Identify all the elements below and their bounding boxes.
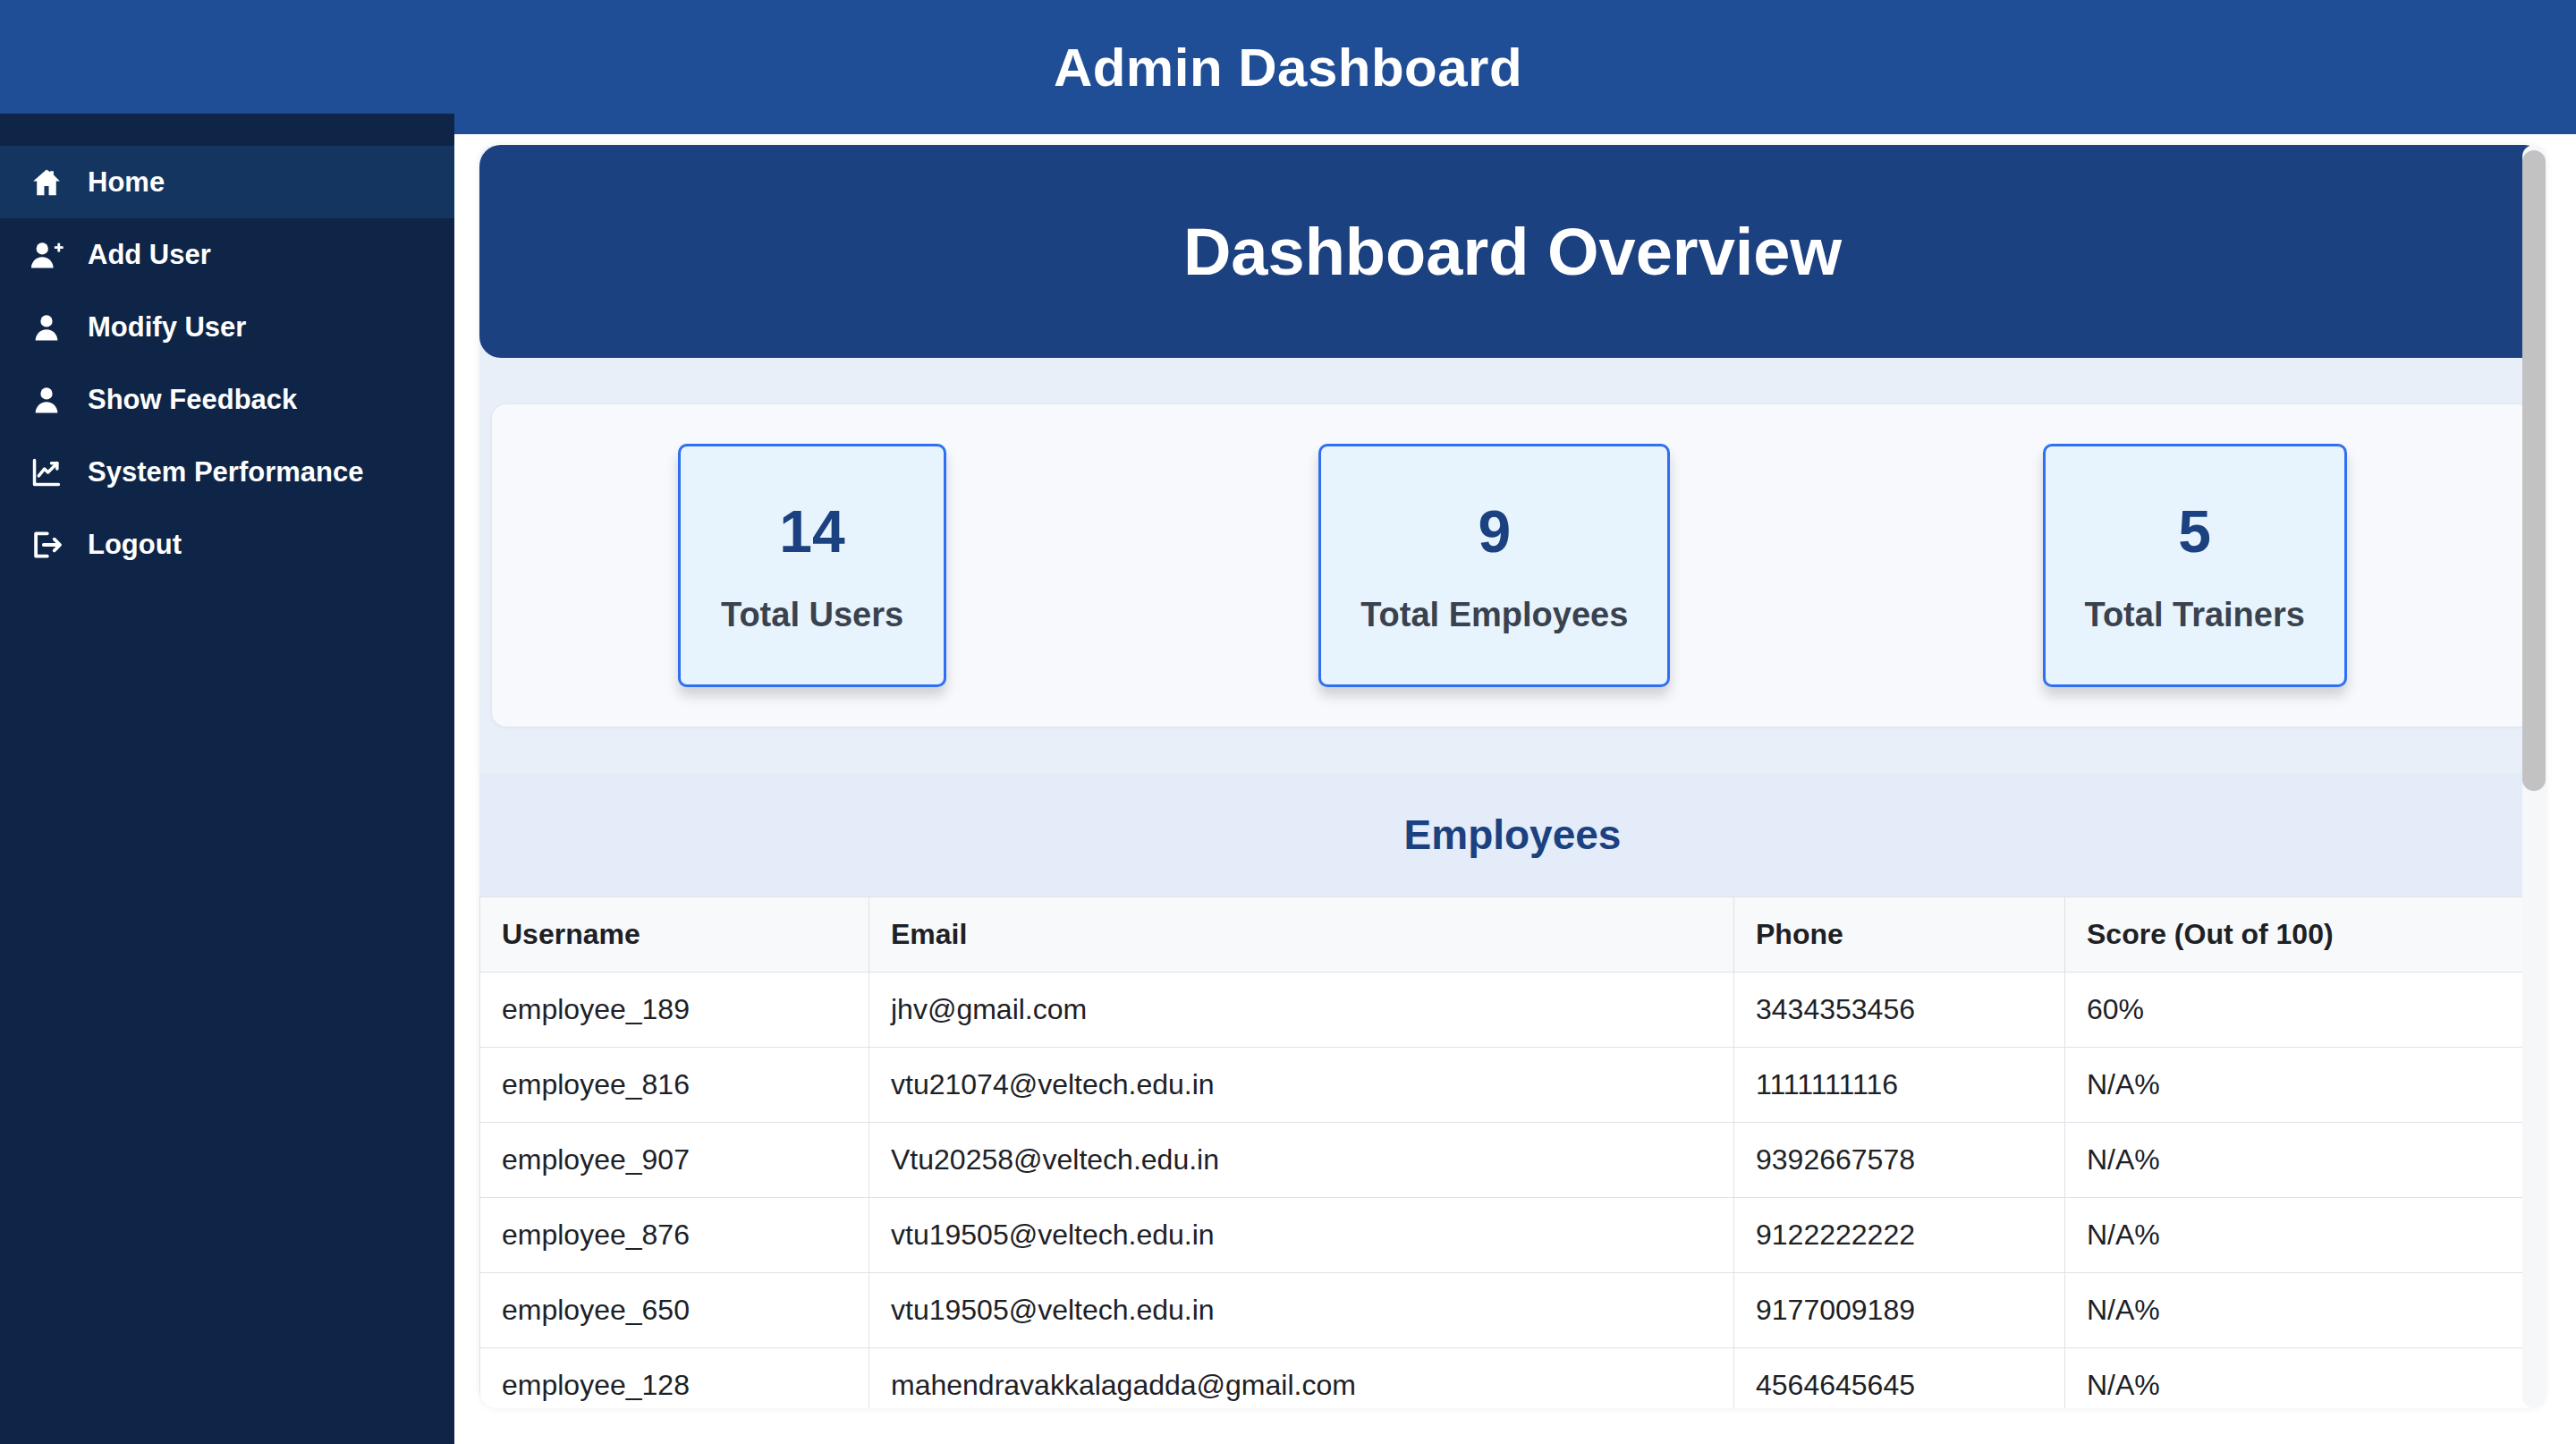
table-row: employee_876 vtu19505@veltech.edu.in 912… (480, 1198, 2546, 1273)
stat-value: 5 (2178, 497, 2211, 565)
stat-value: 14 (779, 497, 844, 565)
scrollbar-track[interactable] (2522, 145, 2546, 1408)
sidebar-item-label: Add User (88, 239, 211, 271)
sidebar-item-label: Modify User (88, 311, 246, 344)
user-icon (29, 310, 64, 345)
main-content: Dashboard Overview 14 Total Users 9 Tota… (479, 145, 2546, 1408)
cell-email: Vtu20258@veltech.edu.in (869, 1123, 1734, 1198)
cell-email: vtu19505@veltech.edu.in (869, 1273, 1734, 1348)
cell-score: N/A% (2065, 1273, 2546, 1348)
employees-table: Username Email Phone Score (Out of 100) … (479, 896, 2546, 1408)
home-icon (29, 165, 64, 200)
cell-phone: 9392667578 (1734, 1123, 2065, 1198)
stat-total-employees: 9 Total Employees (1318, 444, 1670, 687)
table-row: employee_189 jhv@gmail.com 3434353456 60… (480, 973, 2546, 1048)
sidebar-item-add-user[interactable]: Add User (0, 218, 454, 291)
sidebar-item-label: System Performance (88, 456, 363, 488)
logout-icon (29, 527, 64, 563)
cell-score: 60% (2065, 973, 2546, 1048)
employees-title: Employees (1404, 811, 1622, 859)
cell-phone: 4564645645 (1734, 1348, 2065, 1409)
cell-email: jhv@gmail.com (869, 973, 1734, 1048)
page-title: Admin Dashboard (1054, 37, 1522, 98)
performance-chart-icon (29, 454, 64, 490)
sidebar-item-label: Home (88, 166, 165, 199)
cell-email: mahendravakkalagadda@gmail.com (869, 1348, 1734, 1409)
stat-total-trainers: 5 Total Trainers (2043, 444, 2347, 687)
column-header-phone: Phone (1734, 897, 2065, 973)
cell-score: N/A% (2065, 1048, 2546, 1123)
cell-phone: 9177009189 (1734, 1273, 2065, 1348)
user-icon (29, 382, 64, 418)
sidebar: Home Add User Modify User Show Feedback … (0, 114, 454, 1444)
sidebar-item-system-performance[interactable]: System Performance (0, 436, 454, 508)
cell-phone: 9122222222 (1734, 1198, 2065, 1273)
stat-value: 9 (1478, 497, 1511, 565)
sidebar-item-modify-user[interactable]: Modify User (0, 291, 454, 363)
column-header-username: Username (480, 897, 869, 973)
cell-phone: 3434353456 (1734, 973, 2065, 1048)
stat-total-users: 14 Total Users (678, 444, 946, 687)
table-row: employee_907 Vtu20258@veltech.edu.in 939… (480, 1123, 2546, 1198)
column-header-email: Email (869, 897, 1734, 973)
employees-section-header: Employees (479, 773, 2546, 896)
cell-username: employee_907 (480, 1123, 869, 1198)
cell-score: N/A% (2065, 1198, 2546, 1273)
sidebar-item-label: Show Feedback (88, 384, 297, 416)
cell-email: vtu21074@veltech.edu.in (869, 1048, 1734, 1123)
user-plus-icon (29, 237, 64, 273)
cell-username: employee_876 (480, 1198, 869, 1273)
overview-title: Dashboard Overview (1183, 214, 1842, 290)
stat-label: Total Employees (1360, 596, 1628, 634)
cell-username: employee_189 (480, 973, 869, 1048)
stat-label: Total Users (721, 596, 903, 634)
sidebar-item-show-feedback[interactable]: Show Feedback (0, 363, 454, 436)
cell-username: employee_128 (480, 1348, 869, 1409)
cell-username: employee_816 (480, 1048, 869, 1123)
cell-score: N/A% (2065, 1123, 2546, 1198)
sidebar-item-home[interactable]: Home (0, 146, 454, 218)
cell-score: N/A% (2065, 1348, 2546, 1409)
stat-label: Total Trainers (2085, 596, 2305, 634)
table-header-row: Username Email Phone Score (Out of 100) (480, 897, 2546, 973)
stats-panel: 14 Total Users 9 Total Employees 5 Total… (492, 404, 2533, 726)
table-row: employee_650 vtu19505@veltech.edu.in 917… (480, 1273, 2546, 1348)
overview-banner: Dashboard Overview (479, 145, 2546, 358)
sidebar-item-logout[interactable]: Logout (0, 508, 454, 581)
scrollbar-thumb[interactable] (2522, 150, 2546, 791)
table-row: employee_128 mahendravakkalagadda@gmail.… (480, 1348, 2546, 1409)
cell-username: employee_650 (480, 1273, 869, 1348)
cell-email: vtu19505@veltech.edu.in (869, 1198, 1734, 1273)
cell-phone: 1111111116 (1734, 1048, 2065, 1123)
table-row: employee_816 vtu21074@veltech.edu.in 111… (480, 1048, 2546, 1123)
column-header-score: Score (Out of 100) (2065, 897, 2546, 973)
sidebar-item-label: Logout (88, 529, 182, 561)
